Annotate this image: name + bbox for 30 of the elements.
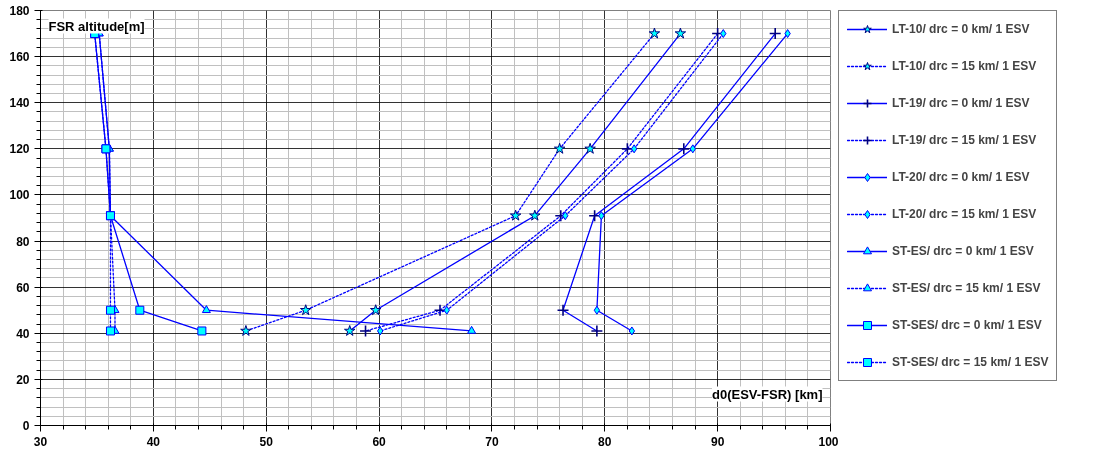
legend-label: ST-SES/ drc = 15 km/ 1 ESV xyxy=(892,355,1049,369)
x-tick-label: 40 xyxy=(146,434,161,449)
legend-label: ST-ES/ drc = 15 km/ 1 ESV xyxy=(892,281,1041,295)
y-tick-label: 80 xyxy=(16,234,30,249)
y-tick-label: 40 xyxy=(16,326,30,341)
y-tick-label: 20 xyxy=(16,372,30,387)
y-tick-label: 160 xyxy=(9,50,30,65)
x-tick-label: 30 xyxy=(33,434,48,449)
y-tick-label: 0 xyxy=(22,419,30,433)
legend-label: ST-ES/ drc = 0 km/ 1 ESV xyxy=(892,244,1034,258)
legend-label: LT-19/ drc = 0 km/ 1 ESV xyxy=(892,96,1030,110)
x-tick-label: 60 xyxy=(372,434,387,449)
x-tick-label: 90 xyxy=(710,434,725,449)
x-tick-label: 80 xyxy=(598,434,612,449)
legend-label: LT-19/ drc = 15 km/ 1 ESV xyxy=(892,133,1037,147)
legend-label: LT-10/ drc = 0 km/ 1 ESV xyxy=(892,22,1030,36)
legend-label: LT-20/ drc = 15 km/ 1 ESV xyxy=(892,207,1037,221)
x-tick-label: 70 xyxy=(485,434,499,449)
legend-label: ST-SES/ drc = 0 km/ 1 ESV xyxy=(892,318,1042,332)
y-tick-label: 180 xyxy=(9,4,30,18)
legend-label: LT-20/ drc = 0 km/ 1 ESV xyxy=(892,170,1030,184)
x-tick-label: 100 xyxy=(818,434,839,449)
y-tick-label: 100 xyxy=(9,188,30,203)
x-axis-title: d0(ESV-FSR) [km] xyxy=(711,386,823,402)
y-tick-label: 60 xyxy=(16,280,30,295)
y-tick-label: 120 xyxy=(9,142,30,157)
legend-label: LT-10/ drc = 15 km/ 1 ESV xyxy=(892,59,1037,73)
y-tick-label: 140 xyxy=(9,96,30,111)
y-axis-title: FSR altitude[m] xyxy=(48,18,145,34)
x-tick-label: 50 xyxy=(259,434,274,449)
